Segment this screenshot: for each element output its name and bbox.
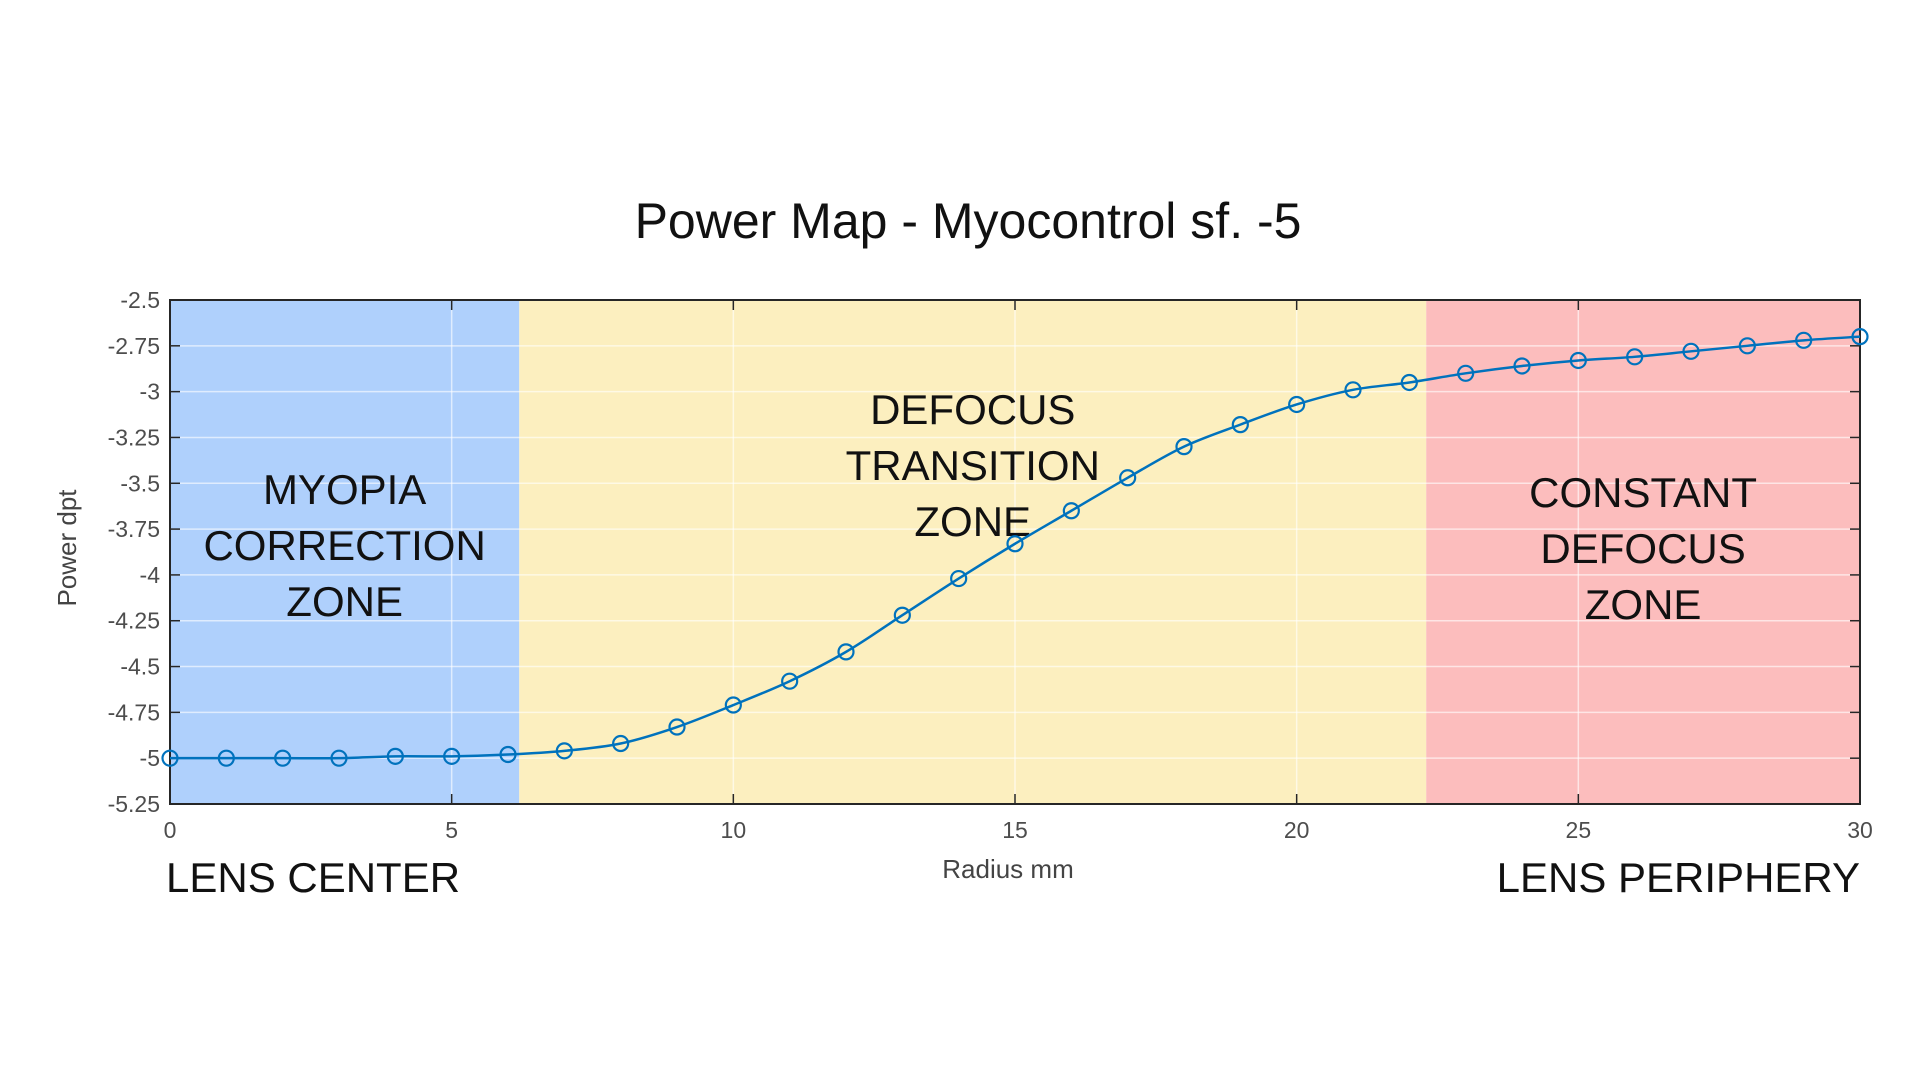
data-point [1569, 351, 1587, 370]
data-point [668, 718, 686, 736]
y-tick-label: -3.5 [120, 470, 160, 496]
myopia-correction-zone-label-line: ZONE [286, 578, 403, 625]
x-tick-label: 25 [1566, 817, 1592, 843]
x-axis-label: Radius mm [942, 854, 1073, 884]
data-point [161, 749, 179, 767]
constant-defocus-zone-label-line: ZONE [1585, 581, 1702, 628]
y-tick-label: -4.75 [108, 699, 160, 725]
x-tick-label: 5 [445, 817, 458, 843]
data-point [443, 747, 461, 765]
constant-defocus-zone-label-line: DEFOCUS [1540, 525, 1745, 572]
chart-title: Power Map - Myocontrol sf. -5 [635, 193, 1302, 249]
data-point [555, 742, 573, 760]
data-point [330, 749, 348, 767]
data-point [893, 606, 911, 624]
x-tick-label: 0 [164, 817, 177, 843]
lens-periphery-label: LENS PERIPHERY [1497, 854, 1860, 901]
data-point [386, 747, 404, 765]
data-point [1682, 342, 1700, 360]
data-point [612, 734, 630, 753]
x-tick-label: 10 [721, 817, 747, 843]
y-tick-label: -3 [140, 379, 160, 405]
series-line [170, 335, 1861, 760]
data-point [1400, 373, 1418, 392]
x-tick-label: 30 [1847, 817, 1873, 843]
y-tick-label: -3.25 [108, 424, 160, 450]
data-point [1626, 348, 1644, 366]
zone-labels: MYOPIA CORRECTION ZONE DEFOCUS TRANSITION ZON… [203, 386, 1757, 628]
y-axis-label: Power dpt [52, 489, 82, 607]
data-point [499, 745, 517, 764]
constant-defocus-zone-label-line: CONSTANT [1529, 469, 1757, 516]
constant-defocus-zone-band [1426, 300, 1860, 804]
data-point [1006, 535, 1024, 553]
data-point [1119, 469, 1137, 487]
y-tick-label: -4 [140, 562, 161, 588]
defocus-transition-zone-label-line: ZONE [914, 498, 1031, 545]
data-point [837, 643, 855, 661]
y-tick-label: -3.75 [108, 516, 160, 542]
x-tick-label: 20 [1284, 817, 1310, 843]
data-point [1288, 395, 1306, 414]
myopia-correction-zone-label-line: MYOPIA [263, 466, 426, 513]
data-point [1738, 337, 1756, 355]
lens-center-label: LENS CENTER [166, 854, 460, 901]
defocus-transition-zone-label-line: TRANSITION [846, 442, 1100, 489]
y-tick-label: -4.25 [108, 608, 160, 634]
data-point [1231, 416, 1249, 434]
myopia-correction-zone-label-line: CORRECTION [203, 522, 485, 569]
data-point [724, 696, 742, 714]
defocus-transition-zone-label-line: DEFOCUS [870, 386, 1075, 433]
data-point [950, 569, 968, 588]
data-point [217, 749, 235, 767]
data-point [1457, 364, 1475, 382]
data-point [1344, 381, 1362, 399]
data-point [1062, 502, 1080, 520]
data-point [1175, 438, 1193, 456]
data-point [274, 749, 292, 767]
data-point [1851, 328, 1869, 346]
myopia-correction-zone-band [170, 300, 520, 804]
zone-backgrounds [170, 300, 1860, 804]
y-tick-label: -2.5 [120, 287, 160, 313]
y-tick-label: -5.25 [108, 791, 160, 817]
y-tick-label: -4.5 [120, 654, 160, 680]
y-tick-labels: -2.5 -2.75 -3 -3.25 -3.5 -3.75 -4 -4.25 -4.5 -4.7… [108, 287, 1860, 817]
data-point [1795, 331, 1813, 349]
defocus-transition-zone-band [519, 300, 1427, 804]
data-markers [161, 328, 1869, 767]
data-point [1513, 357, 1531, 375]
y-tick-label: -2.75 [108, 333, 160, 359]
y-tick-label: -5 [140, 745, 160, 771]
x-tick-labels: 0 5 10 15 20 25 30 [164, 300, 1873, 843]
data-point [781, 672, 799, 690]
x-tick-label: 15 [1002, 817, 1028, 843]
